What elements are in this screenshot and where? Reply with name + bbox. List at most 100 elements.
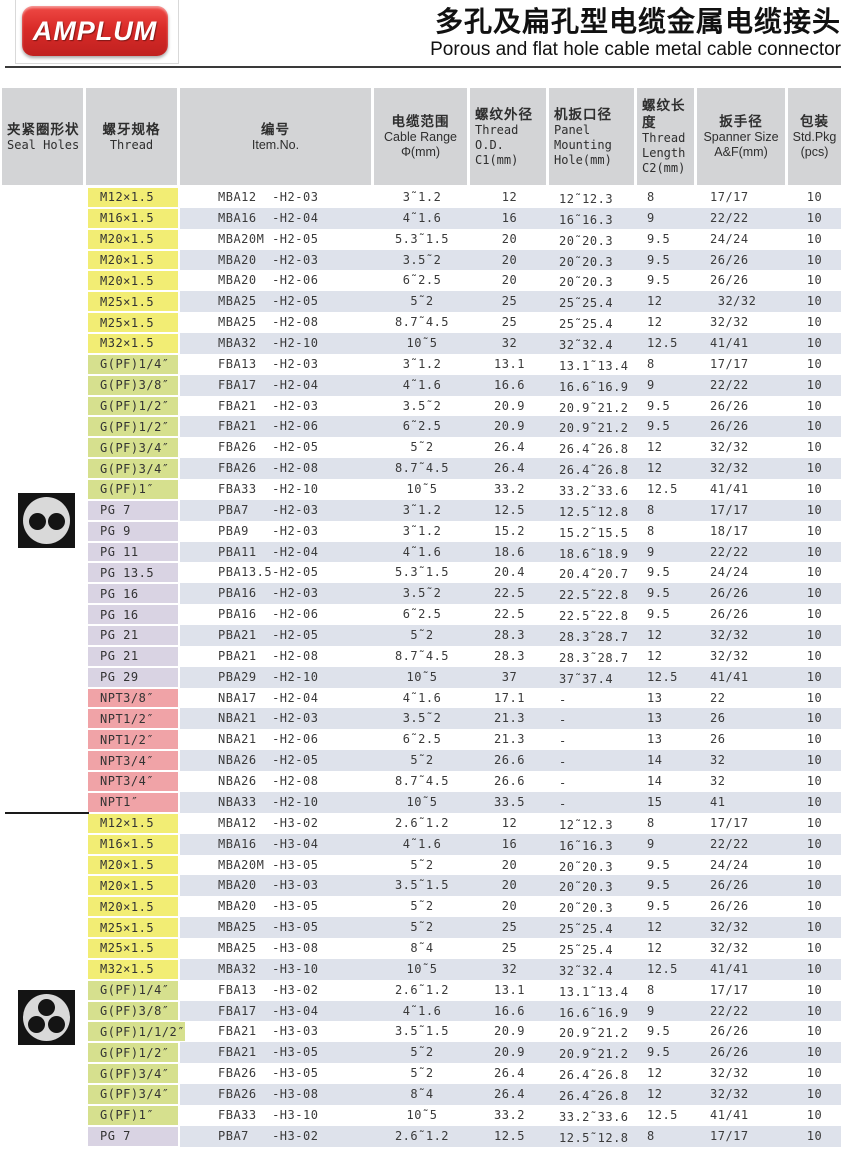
cell-thread-length: 9.5 <box>647 899 671 914</box>
cell-item-no: MBA16 -H2-04 <box>218 210 319 225</box>
cell-seal-holes <box>2 604 86 625</box>
cell-cable-range: 6˜2.5 <box>402 732 442 747</box>
cell-cable-range: 3˜1.2 <box>402 523 442 538</box>
cell-cable-range: 3.5˜1.5 <box>394 1024 450 1039</box>
cell-thread-od: 32 <box>501 336 518 351</box>
cell-spanner-size: 41/41 <box>710 961 749 976</box>
cell-item-no: PBA9 -H2-03 <box>218 523 319 538</box>
cell-spanner-size: 41/41 <box>710 336 749 351</box>
table-row: M32×1.5 MBA32 -H2-10 10˜5 32 32˜32.4 12.5 41/4… <box>2 333 841 354</box>
seal-hole-dot <box>28 1016 45 1033</box>
cell-item-no: PBA29 -H2-10 <box>218 669 319 684</box>
cell-spanner-size: 26/26 <box>710 398 749 413</box>
cell-thread-spec: M32×1.5 <box>88 334 178 353</box>
cell-thread-spec: NPT1/2″ <box>88 730 178 750</box>
column-header-7: 扳手径 Spanner Size A&F(mm) <box>697 88 788 185</box>
cell-panel-hole: 33.2˜33.6 <box>559 1109 629 1124</box>
column-header-2: 编号 Item.No. <box>180 88 374 185</box>
cell-std-pkg: 10 <box>806 461 823 476</box>
cell-cable-range: 2.6˜1.2 <box>394 815 450 830</box>
cell-panel-hole: 20˜20.3 <box>559 254 614 269</box>
cell-seal-holes <box>2 291 86 312</box>
cell-thread-length: 15 <box>647 794 663 809</box>
cell-cable-range: 4˜1.6 <box>402 210 442 225</box>
column-header-line: Length <box>642 146 686 160</box>
cell-thread-od: 28.3 <box>494 648 525 663</box>
cell-seal-holes <box>2 583 86 604</box>
seal-hole-dot <box>48 1016 65 1033</box>
cell-thread-od: 28.3 <box>494 628 525 643</box>
cell-thread-length: 9.5 <box>647 586 671 601</box>
cell-spanner-size: 32/32 <box>710 1066 749 1081</box>
cell-std-pkg: 10 <box>806 836 823 851</box>
cell-seal-holes <box>2 333 86 354</box>
cell-thread-od: 26.4 <box>494 440 525 455</box>
cell-thread-od: 22.5 <box>494 607 525 622</box>
cell-seal-holes <box>2 646 86 667</box>
cell-item-no: NBA17 -H2-04 <box>218 690 319 705</box>
three-hole-seal-icon <box>18 990 75 1045</box>
cell-std-pkg: 10 <box>806 648 823 663</box>
cell-panel-hole: - <box>559 692 567 707</box>
cell-thread-od: 37 <box>501 669 518 684</box>
logo-text: AMPLUM <box>32 15 158 46</box>
cell-panel-hole: 28.3˜28.7 <box>559 630 629 645</box>
cell-std-pkg: 10 <box>806 315 823 330</box>
seal-hole-dot <box>38 999 55 1016</box>
column-header-line: (pcs) <box>800 145 829 159</box>
cell-panel-hole: 32˜32.4 <box>559 963 614 978</box>
cell-cable-range: 4˜1.6 <box>402 690 442 705</box>
cell-thread-od: 15.2 <box>494 523 525 538</box>
cell-cable-range: 5˜2 <box>410 1045 434 1060</box>
cell-spanner-size: 32/32 <box>710 294 757 309</box>
cell-std-pkg: 10 <box>806 377 823 392</box>
cell-thread-spec: M20×1.5 <box>88 855 178 875</box>
column-header-line: 夹紧圈形状 <box>7 121 80 137</box>
cell-panel-hole: 20.9˜21.2 <box>559 1047 629 1062</box>
cell-seal-holes <box>2 917 86 938</box>
cell-seal-holes <box>2 396 86 417</box>
cell-thread-spec: NPT1/2″ <box>88 709 178 729</box>
cell-seal-holes <box>2 1063 86 1084</box>
table-row: M16×1.5 MBA16 -H3-04 4˜1.6 16 16˜16.3 9 22/22 1… <box>2 833 841 855</box>
cell-item-no: PBA13.5-H2-05 <box>218 565 319 580</box>
cell-item-no: FBA21 -H3-05 <box>218 1045 319 1060</box>
cell-panel-hole: 20˜20.3 <box>559 275 614 290</box>
cell-panel-hole: 13.1˜13.4 <box>559 984 629 999</box>
cell-panel-hole: 12.5˜12.8 <box>559 1130 629 1145</box>
table-row: M20×1.5 MBA20 -H3-05 5˜2 20 20˜20.3 9.5 26/26 1… <box>2 896 841 917</box>
cell-thread-length: 12 <box>647 920 663 935</box>
table-row: M20×1.5 MBA20 -H2-06 6˜2.5 20 20˜20.3 9.5 26/2… <box>2 270 841 291</box>
cell-std-pkg: 10 <box>806 440 823 455</box>
cell-thread-spec: G(PF)1/1/2″ <box>88 1022 185 1042</box>
column-header-line: Thread <box>642 131 686 145</box>
cell-seal-holes <box>2 667 86 688</box>
cell-thread-length: 9.5 <box>647 1024 671 1039</box>
cell-seal-holes <box>2 896 86 917</box>
cell-thread-od: 21.3 <box>494 711 525 726</box>
cell-seal-holes <box>2 875 86 896</box>
cell-cable-range: 8˜4 <box>410 1086 434 1101</box>
cell-panel-hole: 20.4˜20.7 <box>559 567 629 582</box>
cell-item-no: NBA26 -H2-08 <box>218 774 319 789</box>
cell-item-no: NBA26 -H2-05 <box>218 753 319 768</box>
cell-panel-hole: 20˜20.3 <box>559 901 614 916</box>
cell-std-pkg: 10 <box>806 544 823 559</box>
cell-spanner-size: 32/32 <box>710 440 749 455</box>
cell-std-pkg: 10 <box>806 1128 823 1143</box>
column-header-1: 螺牙规格 Thread <box>86 88 180 185</box>
cell-panel-hole: 20˜20.3 <box>559 233 614 248</box>
column-header-line: Std.Pkg <box>792 130 837 144</box>
table-row: NPT3/4″ NBA26 -H2-08 8.7˜4.5 26.6 - 14 32 10 <box>2 771 841 792</box>
cell-thread-od: 20.9 <box>494 1045 525 1060</box>
cell-std-pkg: 10 <box>806 419 823 434</box>
cell-seal-holes <box>2 708 86 729</box>
cell-thread-length: 14 <box>647 774 663 789</box>
cell-spanner-size: 17/17 <box>710 982 749 997</box>
cell-seal-holes <box>2 416 86 437</box>
cell-thread-spec: G(PF)1/4″ <box>88 354 178 374</box>
table-row: G(PF)3/4″ FBA26 -H2-05 5˜2 26.4 26.4˜26.8 12 3… <box>2 437 841 458</box>
cell-item-no: PBA21 -H2-05 <box>218 628 319 643</box>
cell-item-no: NBA33 -H2-10 <box>218 794 319 809</box>
column-header-line: C1(mm) <box>475 152 519 167</box>
